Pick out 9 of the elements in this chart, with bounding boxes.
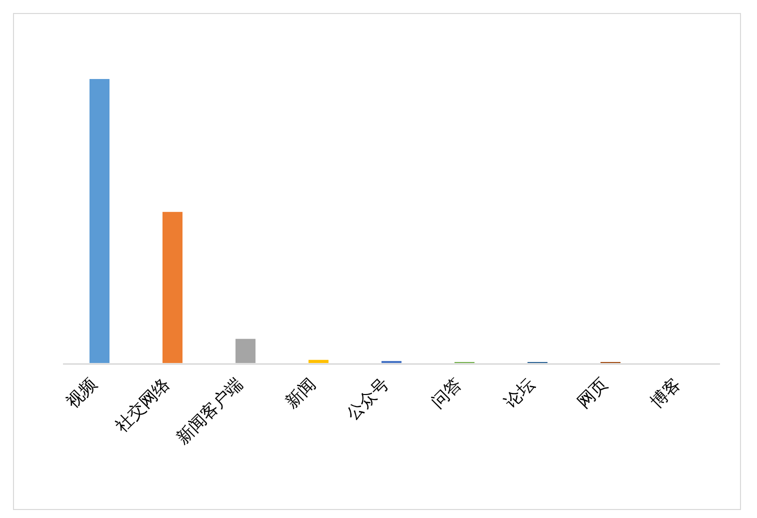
x-tick-label: 博客: [646, 374, 684, 412]
x-tick-label: 视频: [62, 374, 100, 412]
x-tick-label: 新闻客户端: [172, 374, 246, 448]
x-tick-label: 新闻: [282, 374, 320, 412]
x-tick-label: 论坛: [500, 374, 538, 412]
x-tick-label: 问答: [428, 374, 466, 412]
x-tick-label: 公众号: [342, 374, 392, 424]
x-tick-label: 网页: [574, 374, 612, 412]
x-tick-label: 社交网络: [112, 374, 174, 436]
